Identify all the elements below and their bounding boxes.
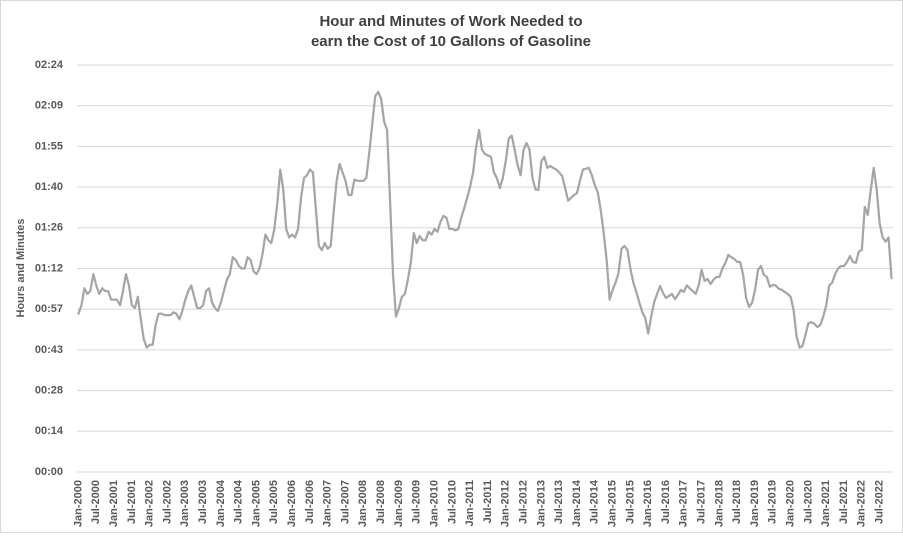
- y-tick-label: 01:55: [35, 140, 63, 152]
- x-tick-label: Jan-2008: [357, 480, 369, 527]
- x-tick-label: Jul-2012: [517, 480, 529, 524]
- y-tick-label: 00:28: [35, 385, 63, 397]
- x-tick-label: Jul-2001: [126, 480, 138, 524]
- y-tick-label: 02:24: [35, 59, 64, 71]
- x-tick-label: Jul-2002: [161, 480, 173, 524]
- x-tick-label: Jul-2006: [304, 480, 316, 524]
- x-tick-label: Jul-2003: [197, 480, 209, 524]
- x-tick-label: Jul-2018: [731, 480, 743, 524]
- x-tick-label: Jul-2008: [375, 480, 387, 524]
- x-tick-label: Jan-2007: [322, 480, 334, 527]
- x-tick-label: Jul-2011: [482, 480, 494, 523]
- y-tick-label: 00:00: [35, 466, 63, 478]
- x-tick-label: Jul-2004: [233, 479, 245, 524]
- x-tick-label: Jul-2010: [446, 480, 458, 524]
- y-tick-label: 00:14: [35, 425, 64, 437]
- grid: [77, 64, 893, 473]
- y-tick-label: 01:26: [35, 222, 63, 234]
- x-tick-label: Jan-2019: [749, 480, 761, 527]
- x-tick-label: Jan-2020: [785, 480, 797, 527]
- x-tick-label: Jul-2016: [660, 480, 672, 524]
- x-tick-label: Jan-2011: [464, 480, 476, 526]
- x-tick-label: Jan-2009: [393, 480, 405, 527]
- x-tick-label: Jul-2014: [589, 479, 601, 524]
- x-tick-label: Jan-2012: [500, 480, 512, 527]
- x-tick-label: Jul-2017: [696, 480, 708, 524]
- x-tick-label: Jul-2015: [624, 480, 636, 524]
- y-tick-label: 00:57: [35, 303, 63, 315]
- x-tick-label: Jul-2020: [802, 480, 814, 524]
- x-tick-label: Jul-2013: [553, 480, 565, 524]
- x-tick-label: Jan-2002: [144, 480, 156, 527]
- x-tick-label: Jan-2003: [179, 480, 191, 527]
- x-tick-label: Jan-2016: [642, 480, 654, 527]
- chart-title: earn the Cost of 10 Gallons of Gasoline: [311, 33, 591, 50]
- x-tick-label: Jan-2013: [535, 480, 547, 527]
- y-tick-label: 01:12: [35, 262, 63, 274]
- x-tick-label: Jan-2010: [428, 480, 440, 527]
- y-tick-label: 00:43: [35, 344, 63, 356]
- y-tick-label: 01:40: [35, 181, 63, 193]
- x-tick-label: Jan-2018: [713, 480, 725, 527]
- x-tick-label: Jan-2014: [571, 479, 583, 527]
- chart-title: Hour and Minutes of Work Needed to: [319, 13, 582, 30]
- x-tick-label: Jan-2005: [250, 480, 262, 527]
- x-tick-label: Jan-2017: [678, 480, 690, 527]
- x-tick-label: Jul-2005: [268, 480, 280, 524]
- x-tick-label: Jul-2009: [411, 480, 423, 524]
- x-tick-label: Jul-2022: [874, 480, 886, 524]
- x-tick-label: Jan-2021: [820, 480, 832, 527]
- y-axis-title: Hours and Minutes: [15, 218, 27, 317]
- x-tick-label: Jan-2004: [215, 479, 227, 527]
- x-tick-label: Jul-2007: [339, 480, 351, 524]
- x-tick-label: Jan-2000: [72, 480, 84, 527]
- x-tick-label: Jul-2000: [90, 480, 102, 524]
- x-tick-label: Jul-2021: [838, 480, 850, 524]
- x-tick-label: Jan-2001: [108, 480, 120, 527]
- x-tick-label: Jan-2022: [856, 480, 868, 527]
- y-tick-label: 02:09: [35, 100, 63, 112]
- x-tick-label: Jul-2019: [767, 480, 779, 524]
- data-line: [77, 90, 893, 349]
- x-tick-label: Jan-2015: [606, 480, 618, 527]
- x-tick-label: Jan-2006: [286, 480, 298, 527]
